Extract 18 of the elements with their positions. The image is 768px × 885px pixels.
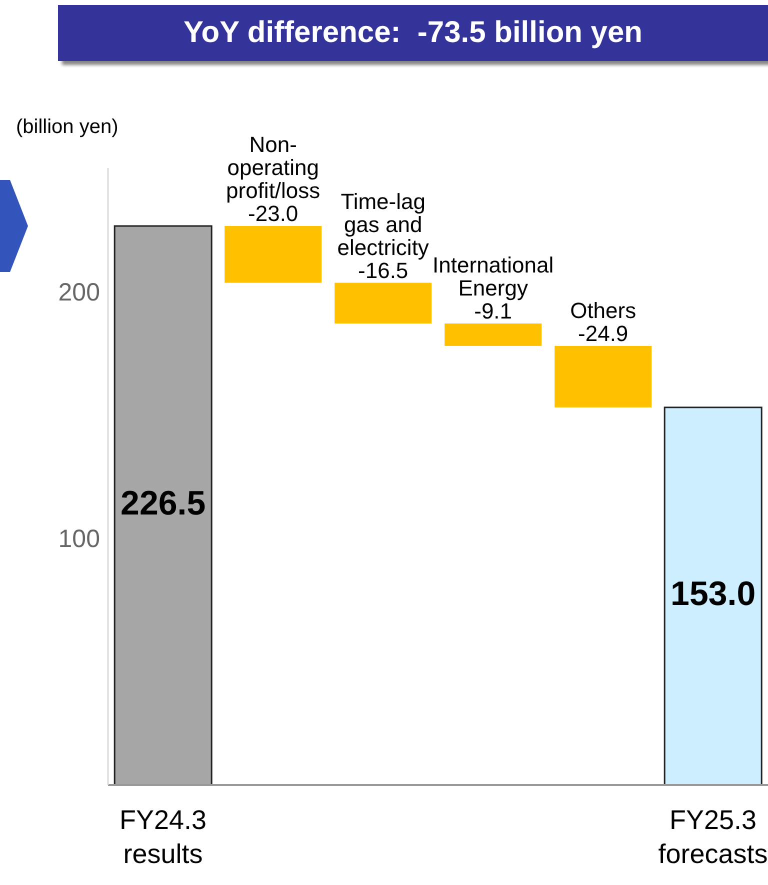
x-tick-label: FY24.3 results xyxy=(119,805,207,869)
data-label: Time-lag gas and electricity -16.5 xyxy=(337,188,429,283)
data-label: International Energy -9.1 xyxy=(432,252,554,324)
y-axis-title: (billion yen) xyxy=(16,116,118,139)
bar xyxy=(224,226,322,283)
chart-title: YoY difference: -73.5 billion yen xyxy=(58,5,768,61)
x-tick-label: FY25.3 forecasts xyxy=(658,805,768,869)
bar xyxy=(444,323,542,346)
data-label: 226.5 xyxy=(120,484,206,522)
bar xyxy=(114,225,212,785)
data-label: 153.0 xyxy=(670,575,756,614)
bar xyxy=(664,406,762,785)
data-label: Others -24.9 xyxy=(570,298,636,346)
y-tick-label: 200 xyxy=(58,278,100,306)
data-label: Non- operating profit/loss -23.0 xyxy=(226,132,320,226)
y-tick-label: 100 xyxy=(58,525,100,554)
bar xyxy=(554,346,652,408)
bar xyxy=(334,282,432,324)
